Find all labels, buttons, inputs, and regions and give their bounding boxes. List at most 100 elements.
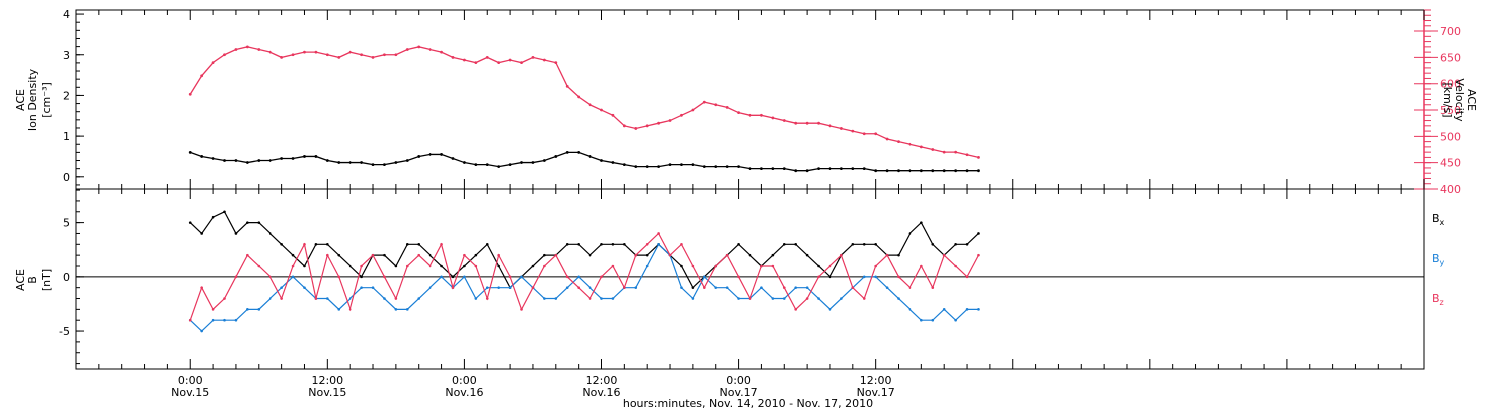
velocity-point [565,84,569,88]
bz-point [805,297,809,300]
by-point [588,286,592,289]
bz-point [383,275,386,279]
density-point [851,167,855,171]
density-point [371,163,375,166]
velocity-point [291,53,295,57]
by-point [291,275,295,279]
velocity-point [383,53,386,57]
density-point [211,157,215,160]
density-point [451,157,455,160]
by-point [634,286,638,289]
bx-point [543,253,546,257]
by-point [485,286,489,289]
b-axis-label-line2: B [26,276,39,284]
bx-point [291,253,295,257]
density-point [760,167,763,171]
bz-point [703,286,706,289]
bz-point [394,297,398,300]
by-point [383,297,386,300]
by-point [371,286,375,289]
by-point [543,297,546,300]
velocity-point [188,92,192,96]
velocity-tick-label: 500 [1440,130,1461,143]
by-point [725,286,729,289]
velocity-point [554,61,558,65]
bx-point [463,264,466,268]
legend-bx-sub: x [1440,218,1445,227]
density-point [600,159,603,162]
velocity-tick-label: 650 [1440,51,1461,64]
bx-point [920,221,923,224]
velocity-point [634,127,638,130]
by-point [828,308,832,311]
bz-point [520,308,523,311]
by-point [600,297,603,300]
velocity-point [691,108,695,112]
by-point [394,308,398,311]
x-tick-time-label: 0:00 [178,374,203,387]
velocity-tick-label: 600 [1440,78,1461,91]
density-point [291,157,295,160]
by-point [257,308,261,311]
density-point [223,159,226,162]
velocity-axis-label-line2: Velocity [1453,78,1466,122]
top-right-axis-label: ACE Velocity [km/s] [1441,78,1478,122]
by-point [348,297,352,300]
density-point [485,163,489,166]
x-tick-day-label: Nov.17 [857,386,895,399]
legend-by: By [1432,252,1445,267]
bx-point [383,253,386,257]
density-point [725,165,729,169]
bz-point [588,297,592,300]
velocity-point [714,103,718,107]
velocity-point [702,100,706,104]
density-point [554,155,558,158]
velocity-tick-label: 450 [1440,157,1461,170]
bz-point [794,308,797,311]
x-tick-time-label: 12:00 [860,374,892,387]
bx-point [748,253,752,257]
by-point [440,275,443,279]
bz-point [771,264,775,268]
bz-point [634,253,638,257]
bx-point [680,264,683,268]
density-point [531,161,535,164]
bx-point [817,264,820,268]
velocity-point [440,50,443,54]
density-point [977,169,980,173]
bz-point [531,286,535,289]
bz-point [543,264,546,268]
bz-point [920,264,923,268]
by-point [326,297,329,300]
series-bz [189,232,980,321]
bx-point [485,243,489,246]
density-point [691,163,695,166]
by-point [805,286,809,289]
velocity-point [405,48,409,51]
velocity-point [542,58,546,62]
velocity-point [417,45,421,49]
legend-bz-text: B [1432,292,1440,305]
by-point [657,243,660,246]
bz-point [565,275,569,279]
velocity-tick-label: 550 [1440,104,1461,117]
by-point [737,297,740,300]
velocity-point [919,145,923,149]
x-tick-time-label: 12:00 [586,374,618,387]
by-point [954,318,957,322]
bx-point [645,253,649,257]
velocity-point [611,113,615,117]
legend-bz: Bz [1432,292,1444,307]
velocity-point [600,108,603,112]
by-point [520,275,523,279]
bx-point [600,243,603,246]
velocity-point [771,116,775,120]
bz-point [885,253,889,257]
velocity-tick-label: 700 [1440,25,1461,38]
velocity-point [977,156,980,159]
velocity-point [828,124,832,128]
by-point [497,286,500,289]
bz-point [200,286,203,289]
density-point [577,150,581,154]
